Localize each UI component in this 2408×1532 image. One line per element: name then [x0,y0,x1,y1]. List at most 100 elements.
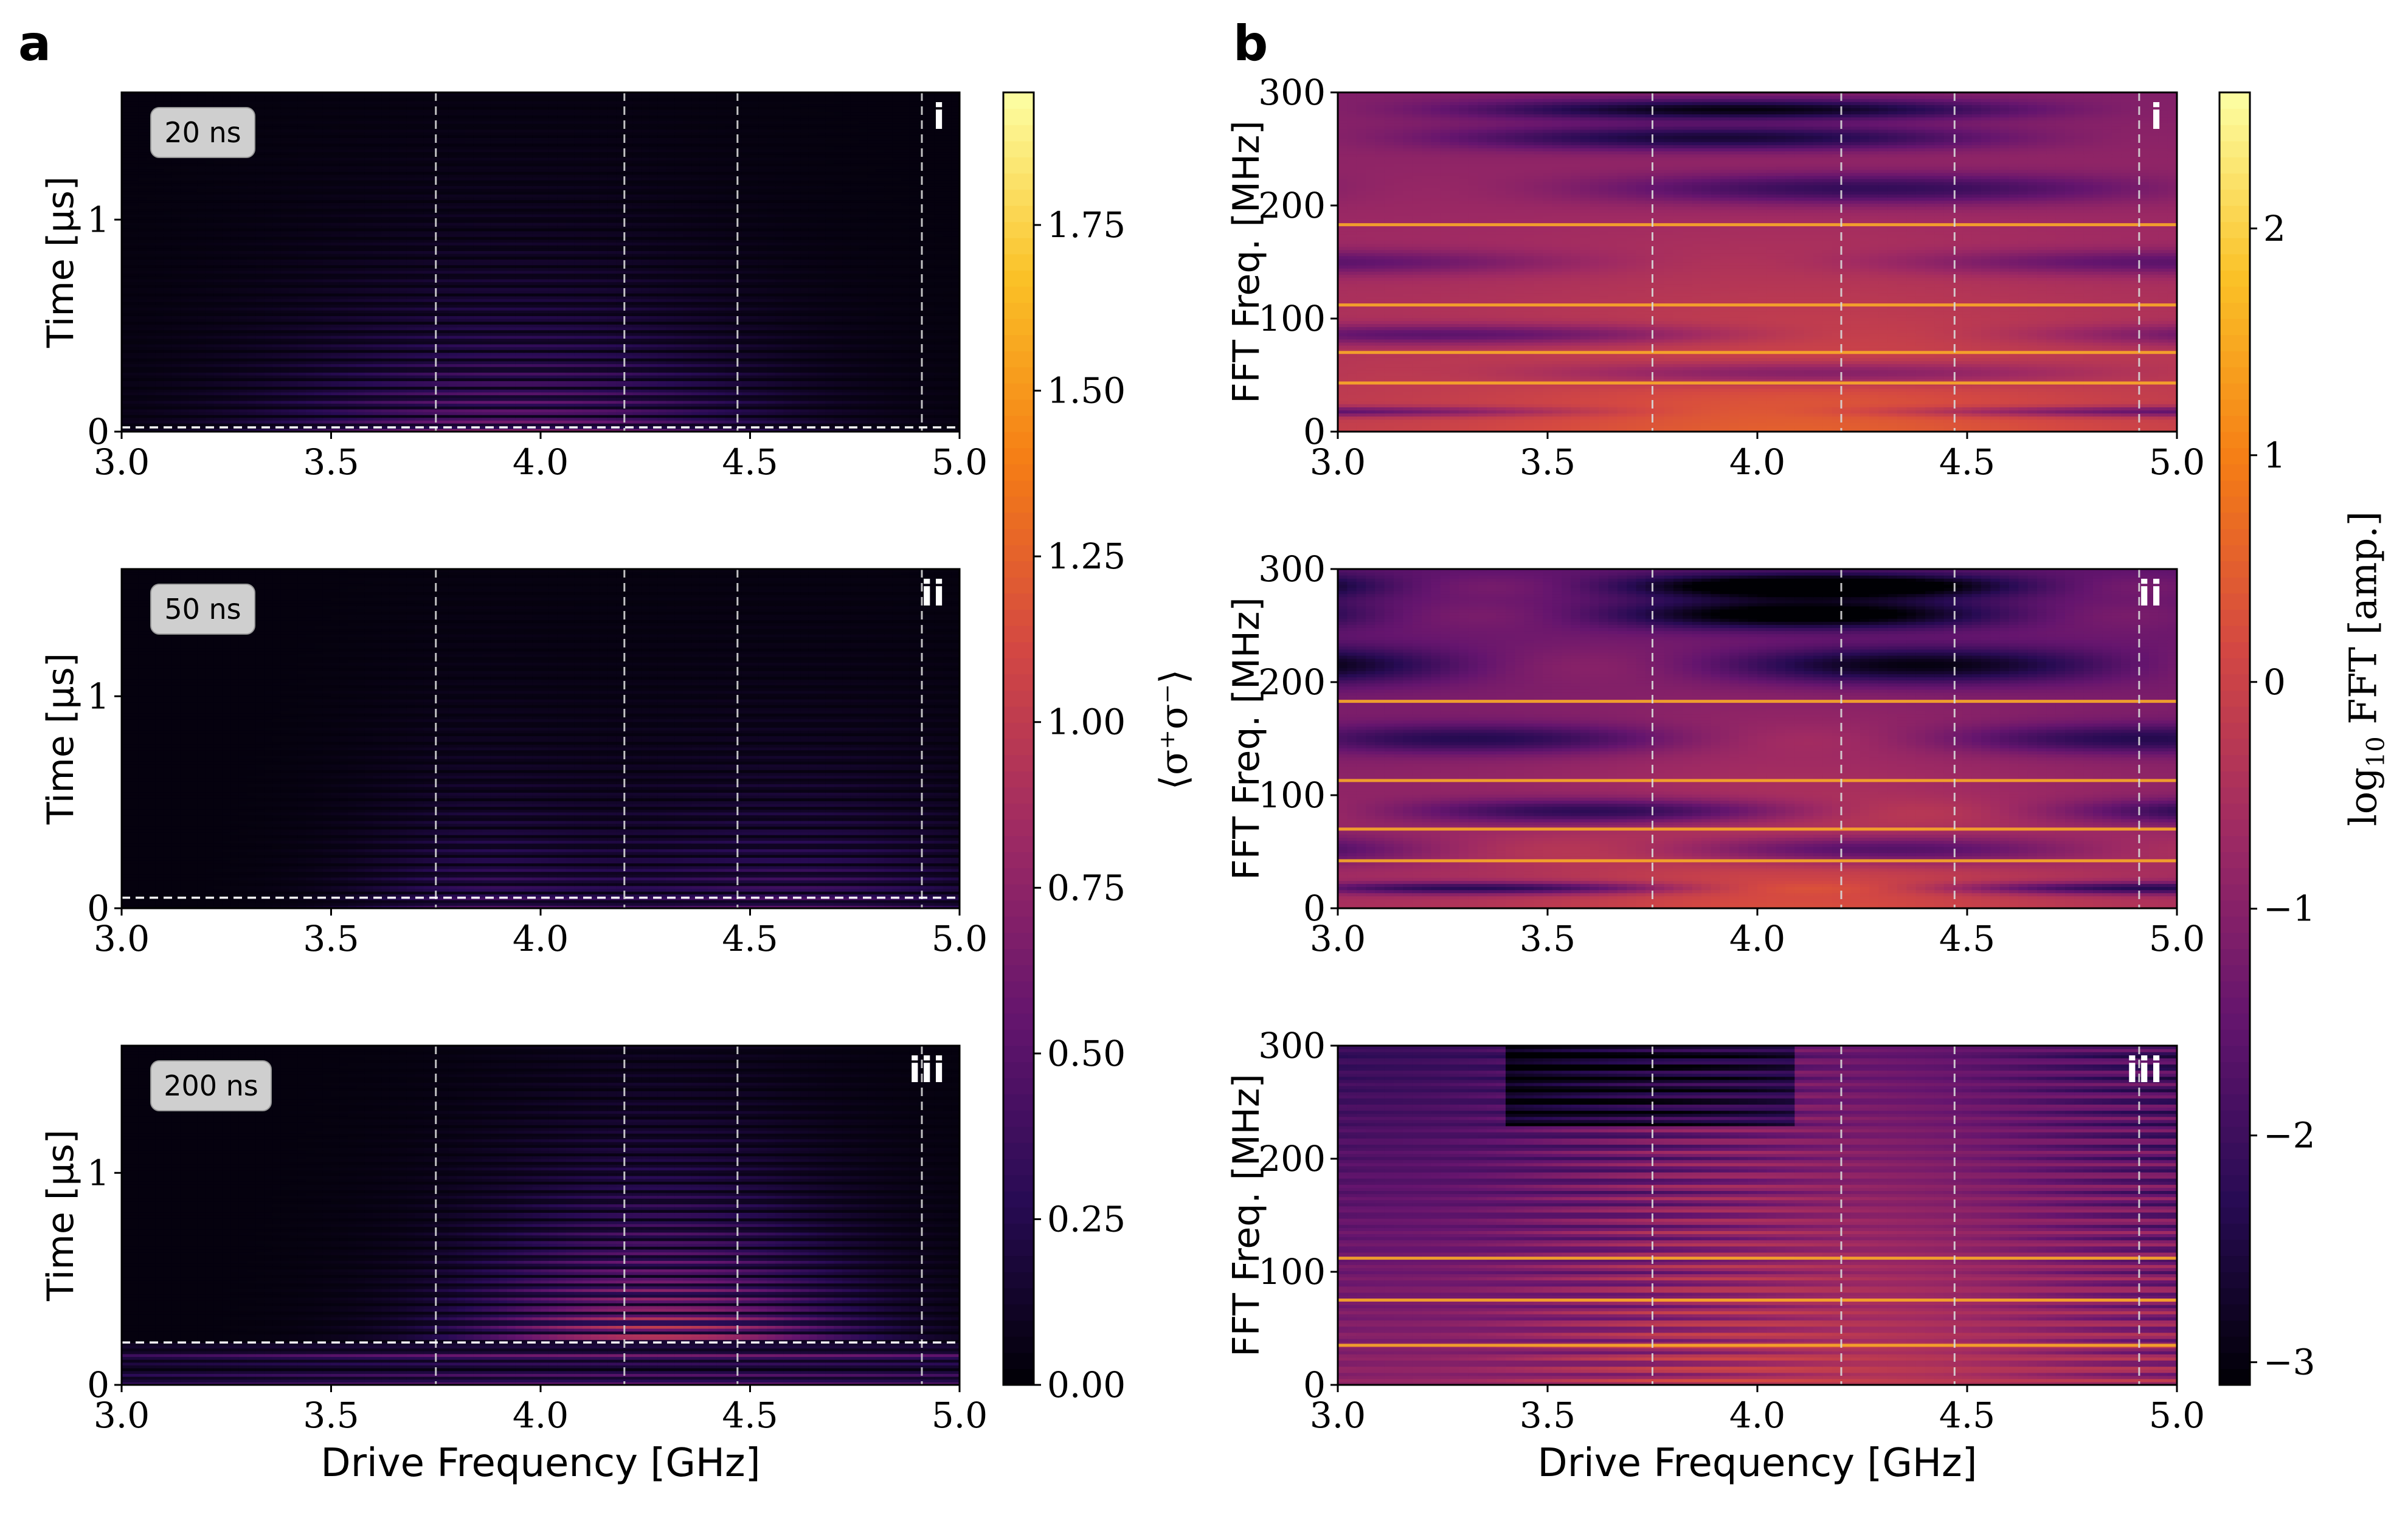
heatmap-cell-a-i-41-7 [180,313,189,316]
heatmap-cell-a-i-5-29 [365,415,373,418]
heatmap-cell-a-i-9-57 [599,404,607,407]
heatmap-cell-a-i-22-30 [373,367,381,370]
heatmap-cell-a-i-35-81 [800,330,809,333]
heatmap-cell-a-i-39-75 [750,319,759,322]
heatmap-cell-a-i-22-11 [214,367,223,370]
heatmap-cell-a-i-37-60 [624,324,633,327]
heatmap-cell-a-i-7-88 [859,409,868,412]
heatmap-cell-a-i-47-30 [373,296,381,299]
heatmap-cell-a-i-30-47 [516,344,524,347]
heatmap-cell-a-i-27-75 [750,353,759,356]
heatmap-cell-a-i-33-98 [943,336,951,339]
heatmap-cell-a-i-15-65 [666,387,675,390]
heatmap-cell-a-i-4-30 [373,418,381,421]
heatmap-cell-a-i-45-13 [230,302,239,305]
heatmap-cell-a-i-18-13 [230,378,239,381]
heatmap-cell-a-i-25-7 [180,358,189,361]
heatmap-cell-a-i-22-56 [591,367,600,370]
heatmap-cell-a-i-48-38 [440,293,449,296]
heatmap-cell-a-i-18-98 [943,378,951,381]
heatmap-cell-a-i-43-94 [909,307,918,310]
heatmap-cell-a-i-7-3 [147,409,155,412]
heatmap-cell-a-i-21-75 [750,370,759,373]
heatmap-cell-a-i-45-74 [742,302,750,305]
heatmap-cell-a-i-32-26 [339,339,348,342]
heatmap-cell-a-i-9-79 [784,404,792,407]
heatmap-cell-a-i-8-24 [323,406,331,409]
heatmap-cell-a-i-16-78 [775,384,784,387]
heatmap-cell-a-i-32-29 [365,339,373,342]
heatmap-cell-a-i-49-75 [750,291,759,294]
heatmap-cell-a-i-36-76 [758,327,767,330]
heatmap-cell-a-i-14-88 [859,389,868,392]
heatmap-cell-a-i-35-32 [390,330,398,333]
heatmap-cell-a-i-37-55 [583,324,591,327]
heatmap-cell-a-i-36-85 [834,327,842,330]
heatmap-cell-a-i-18-5 [164,378,172,381]
heatmap-cell-a-i-20-98 [943,372,951,375]
heatmap-cell-a-i-43-9 [197,307,206,310]
heatmap-cell-a-i-43-34 [407,307,415,310]
heatmap-cell-a-i-14-84 [826,389,834,392]
heatmap-cell-a-i-25-23 [314,358,323,361]
heatmap-cell-a-i-4-60 [624,418,633,421]
heatmap-cell-a-i-14-1 [130,389,139,392]
heatmap-cell-a-i-15-91 [884,387,893,390]
heatmap-cell-a-i-6-80 [792,412,800,415]
heatmap-cell-a-i-23-64 [658,364,666,367]
heatmap-cell-a-i-17-53 [566,381,574,384]
heatmap-cell-a-i-26-32 [390,355,398,358]
heatmap-cell-a-i-8-90 [876,406,884,409]
heatmap-cell-a-i-33-11 [214,336,223,339]
heatmap-cell-a-i-6-17 [264,412,272,415]
heatmap-cell-a-i-49-6 [172,291,181,294]
heatmap-cell-a-i-38-83 [817,322,826,325]
heatmap-cell-a-i-11-46 [507,398,516,401]
heatmap-cell-a-i-23-13 [230,364,239,367]
heatmap-cell-a-i-38-36 [423,322,432,325]
heatmap-cell-a-i-37-28 [356,324,365,327]
heatmap-cell-a-i-13-50 [541,392,549,395]
heatmap-cell-a-i-34-26 [339,333,348,336]
heatmap-cell-a-i-27-54 [574,353,583,356]
heatmap-cell-a-i-4-68 [691,418,700,421]
heatmap-cell-a-i-8-60 [624,406,633,409]
heatmap-cell-a-i-30-74 [742,344,750,347]
heatmap-cell-a-i-15-34 [407,387,415,390]
heatmap-cell-a-i-26-51 [549,355,558,358]
heatmap-cell-a-i-24-41 [465,361,474,364]
heatmap-cell-a-i-19-23 [314,375,323,378]
heatmap-cell-a-i-18-79 [784,378,792,381]
heatmap-cell-a-i-5-48 [524,415,532,418]
heatmap-cell-a-i-17-76 [758,381,767,384]
heatmap-cell-a-i-8-28 [356,406,365,409]
heatmap-cell-a-i-13-36 [423,392,432,395]
heatmap-cell-a-i-30-63 [649,344,658,347]
heatmap-cell-a-i-32-66 [674,339,683,342]
heatmap-cell-a-i-26-14 [239,355,247,358]
heatmap-cell-a-i-2-41 [465,423,474,426]
heatmap-cell-a-i-24-64 [658,361,666,364]
heatmap-cell-a-i-25-39 [448,358,457,361]
heatmap-cell-a-i-22-25 [331,367,340,370]
heatmap-cell-a-i-48-48 [524,293,532,296]
heatmap-cell-a-i-45-83 [817,302,826,305]
heatmap-cell-a-i-13-25 [331,392,340,395]
heatmap-cell-a-i-43-85 [834,307,842,310]
heatmap-cell-a-i-9-3 [147,404,155,407]
heatmap-cell-a-i-11-54 [574,398,583,401]
heatmap-cell-a-i-28-48 [524,350,532,353]
heatmap-cell-a-i-3-34 [407,420,415,423]
heatmap-cell-a-i-29-74 [742,347,750,350]
heatmap-cell-a-i-28-61 [633,350,642,353]
heatmap-cell-a-i-12-2 [139,395,147,398]
heatmap-cell-a-i-29-46 [507,347,516,350]
heatmap-cell-a-i-32-50 [541,339,549,342]
heatmap-cell-a-i-2-32 [390,423,398,426]
heatmap-cell-a-i-16-62 [641,384,649,387]
heatmap-cell-a-i-26-39 [448,355,457,358]
heatmap-cell-a-i-38-63 [649,322,658,325]
heatmap-cell-a-i-33-72 [725,336,733,339]
heatmap-cell-a-i-25-76 [758,358,767,361]
heatmap-cell-a-i-35-66 [674,330,683,333]
